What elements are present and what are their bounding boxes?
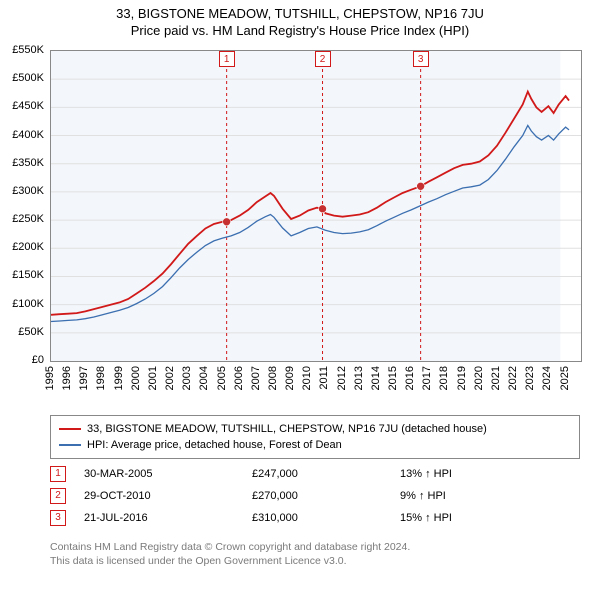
sale-row: 3 21-JUL-2016 £310,000 15% ↑ HPI xyxy=(50,510,520,526)
x-tick-label: 2012 xyxy=(336,366,348,390)
legend-swatch xyxy=(59,444,81,446)
sale-marker: 3 xyxy=(413,51,429,67)
footer-attribution: Contains HM Land Registry data © Crown c… xyxy=(50,540,410,568)
x-tick-label: 2011 xyxy=(318,366,330,390)
footer-line1: Contains HM Land Registry data © Crown c… xyxy=(50,540,410,554)
x-tick-label: 2004 xyxy=(198,366,210,390)
x-tick-label: 1998 xyxy=(95,366,107,390)
sale-row-marker: 1 xyxy=(50,466,66,482)
x-tick-label: 2015 xyxy=(387,366,399,390)
y-tick-label: £250K xyxy=(12,213,44,225)
sale-date: 30-MAR-2005 xyxy=(84,468,234,480)
x-tick-label: 2025 xyxy=(559,366,571,390)
y-tick-label: £50K xyxy=(18,326,44,338)
y-axis: £0£50K£100K£150K£200K£250K£300K£350K£400… xyxy=(0,50,46,360)
y-tick-label: £200K xyxy=(12,241,44,253)
sale-price: £310,000 xyxy=(252,512,382,524)
y-tick-label: £550K xyxy=(12,44,44,56)
x-axis: 1995199619971998199920002001200220032004… xyxy=(50,364,580,404)
legend-row: 33, BIGSTONE MEADOW, TUTSHILL, CHEPSTOW,… xyxy=(59,421,571,437)
figure-root: { "titles": { "line1": "33, BIGSTONE MEA… xyxy=(0,0,600,590)
footer-line2: This data is licensed under the Open Gov… xyxy=(50,554,410,568)
x-tick-label: 2013 xyxy=(353,366,365,390)
y-tick-label: £100K xyxy=(12,298,44,310)
legend-swatch xyxy=(59,428,81,430)
x-tick-label: 2022 xyxy=(507,366,519,390)
y-tick-label: £450K xyxy=(12,100,44,112)
x-tick-label: 1995 xyxy=(44,366,56,390)
y-tick-label: £0 xyxy=(32,354,44,366)
y-tick-label: £300K xyxy=(12,185,44,197)
sales-table: 1 30-MAR-2005 £247,000 13% ↑ HPI 2 29-OCT-201… xyxy=(50,460,520,526)
x-tick-label: 2010 xyxy=(301,366,313,390)
y-tick-label: £500K xyxy=(12,72,44,84)
legend-row: HPI: Average price, detached house, Fore… xyxy=(59,437,571,453)
sale-pct: 9% ↑ HPI xyxy=(400,490,520,502)
x-tick-label: 2006 xyxy=(233,366,245,390)
chart-svg xyxy=(51,51,581,361)
legend: 33, BIGSTONE MEADOW, TUTSHILL, CHEPSTOW,… xyxy=(50,415,580,459)
x-tick-label: 2019 xyxy=(456,366,468,390)
x-tick-label: 2021 xyxy=(490,366,502,390)
sale-marker: 1 xyxy=(219,51,235,67)
x-tick-label: 2018 xyxy=(438,366,450,390)
sale-price: £270,000 xyxy=(252,490,382,502)
chart-plot-area: 1 2 3 xyxy=(50,50,582,362)
x-tick-label: 2003 xyxy=(181,366,193,390)
x-tick-label: 1997 xyxy=(78,366,90,390)
x-tick-label: 2024 xyxy=(541,366,553,390)
x-tick-label: 2000 xyxy=(130,366,142,390)
x-tick-label: 1996 xyxy=(61,366,73,390)
x-tick-label: 2002 xyxy=(164,366,176,390)
title-subtitle: Price paid vs. HM Land Registry's House … xyxy=(0,23,600,38)
sale-row-marker: 3 xyxy=(50,510,66,526)
title-address: 33, BIGSTONE MEADOW, TUTSHILL, CHEPSTOW,… xyxy=(0,6,600,21)
x-tick-label: 1999 xyxy=(113,366,125,390)
x-tick-label: 2023 xyxy=(524,366,536,390)
x-tick-label: 2001 xyxy=(147,366,159,390)
sale-pct: 15% ↑ HPI xyxy=(400,512,520,524)
y-tick-label: £350K xyxy=(12,157,44,169)
x-tick-label: 2007 xyxy=(250,366,262,390)
x-tick-label: 2017 xyxy=(421,366,433,390)
legend-label: 33, BIGSTONE MEADOW, TUTSHILL, CHEPSTOW,… xyxy=(87,421,487,437)
sale-row: 2 29-OCT-2010 £270,000 9% ↑ HPI xyxy=(50,488,520,504)
x-tick-label: 2009 xyxy=(284,366,296,390)
sale-date: 29-OCT-2010 xyxy=(84,490,234,502)
x-tick-label: 2005 xyxy=(216,366,228,390)
y-tick-label: £400K xyxy=(12,129,44,141)
sale-row-marker: 2 xyxy=(50,488,66,504)
sale-pct: 13% ↑ HPI xyxy=(400,468,520,480)
x-tick-label: 2016 xyxy=(404,366,416,390)
y-tick-label: £150K xyxy=(12,269,44,281)
title-block: 33, BIGSTONE MEADOW, TUTSHILL, CHEPSTOW,… xyxy=(0,0,600,40)
sale-date: 21-JUL-2016 xyxy=(84,512,234,524)
legend-label: HPI: Average price, detached house, Fore… xyxy=(87,437,342,453)
sale-row: 1 30-MAR-2005 £247,000 13% ↑ HPI xyxy=(50,466,520,482)
x-tick-label: 2014 xyxy=(370,366,382,390)
sale-marker: 2 xyxy=(315,51,331,67)
sale-price: £247,000 xyxy=(252,468,382,480)
x-tick-label: 2020 xyxy=(473,366,485,390)
x-tick-label: 2008 xyxy=(267,366,279,390)
